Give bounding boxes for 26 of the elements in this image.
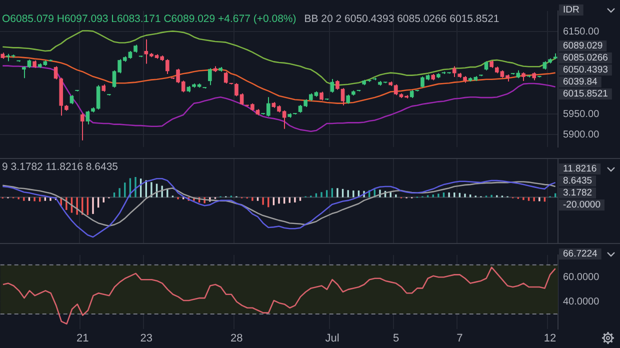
text: 6050.4393 [563,64,608,76]
x-tick-label: 28 [230,332,243,344]
text: -20.0000 [563,200,601,211]
text: 6039.84 [563,76,598,88]
x-tick-label: 21 [76,332,89,344]
text: 6089.029 [563,40,603,52]
text: 8.6435 [563,176,592,187]
x-tick-label: 5 [392,332,400,344]
text: 3.1782 [563,188,592,199]
y-tick-label: 5950.00 [563,108,600,120]
text: 6015.8521 [563,88,608,100]
x-tick-label: 12 [544,332,556,344]
y-tick-label: 5900.00 [563,129,600,140]
y-tick-label: 60.0000 [563,272,600,283]
text: 11.8216 [563,164,597,175]
x-tick-label: Jul [325,332,340,344]
chart-title: 9 3.1782 11.8216 8.6435 [2,160,118,173]
text: IDR [563,4,580,16]
x-tick-label: 23 [140,332,153,344]
x-tick-label: 7 [456,332,463,344]
y-tick-label: 6150.00 [563,26,600,38]
text: 6085.0266 [563,52,608,64]
y-tick-label: 40.0000 [563,296,600,308]
chart-subtitle: BB 20 2 6050.4393 6085.0266 6015.8521 [304,12,500,25]
text: 66.7224 [563,248,598,260]
chart-title: O6085.079 H6097.093 L6083.171 C6089.029 +4.677 (+0.08%) [2,12,296,25]
